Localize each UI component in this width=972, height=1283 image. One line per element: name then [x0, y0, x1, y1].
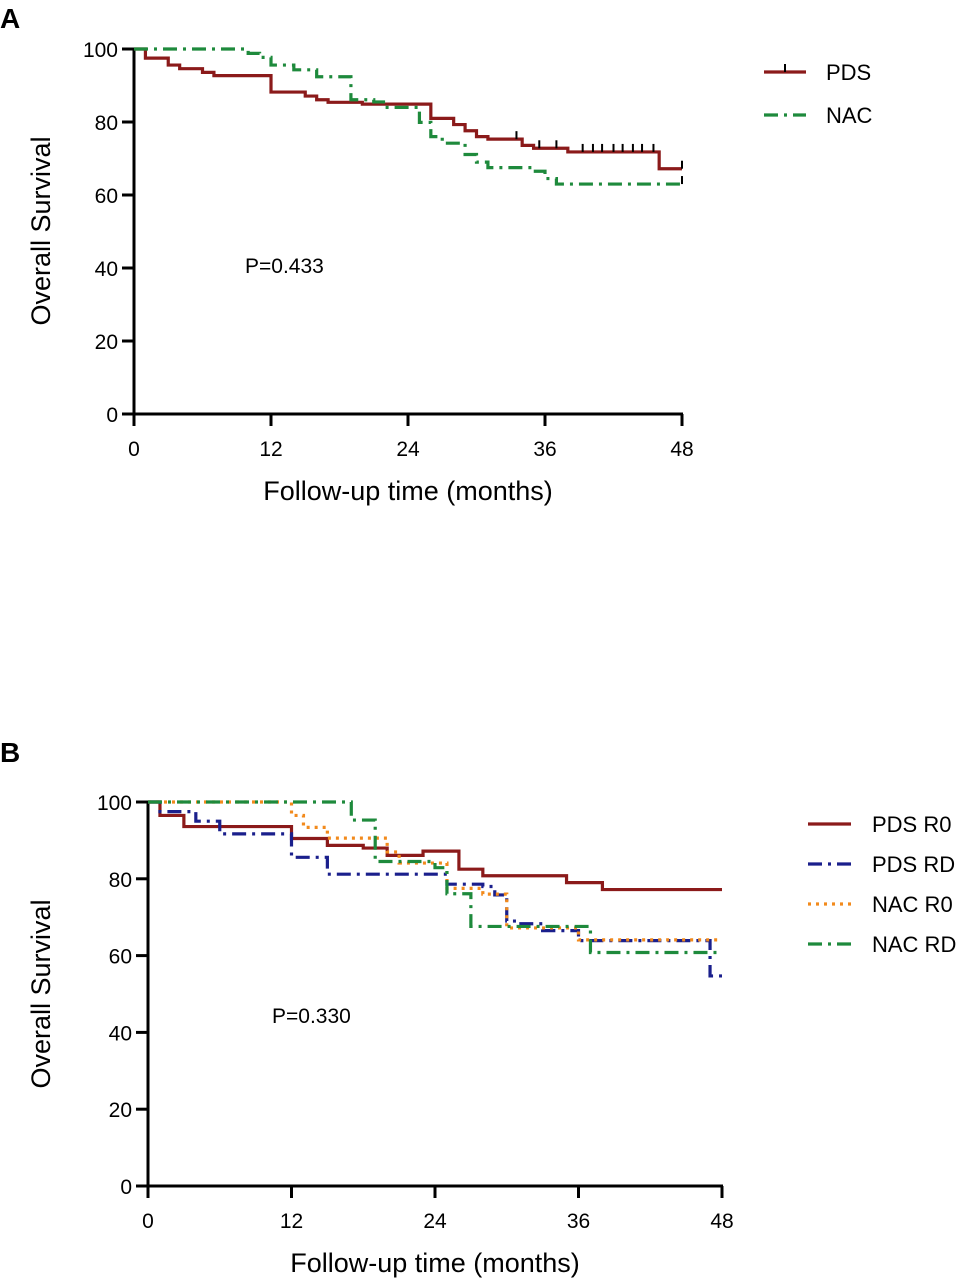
panel-b: B 0 20 40 60 80 100 0 12 24 36 48 Follow-up time (mo… [0, 737, 956, 1278]
y-axis-title: Overall Survival [26, 899, 56, 1088]
x-axis-title: Follow-up time (months) [290, 1248, 580, 1278]
legend-label-pds-rd: PDS RD [872, 852, 955, 877]
y-tick-label: 20 [109, 1099, 132, 1122]
series-line-pds-r0 [148, 800, 722, 892]
y-tick-label: 0 [106, 404, 118, 427]
panel-label: A [0, 3, 20, 34]
legend-label-nac-r0: NAC R0 [872, 892, 953, 917]
y-tick-label: 100 [83, 39, 118, 62]
y-tick-label: 60 [109, 946, 132, 969]
series-line-nac [134, 47, 682, 186]
y-tick-label: 100 [97, 792, 132, 815]
x-axis-title: Follow-up time (months) [263, 476, 553, 506]
y-tick-label: 40 [95, 258, 118, 281]
y-tick-label: 20 [95, 331, 118, 354]
x-tick-label: 24 [396, 438, 420, 461]
series-line-pds [134, 47, 682, 171]
x-tick-label: 0 [128, 438, 140, 461]
x-tick-label: 36 [533, 438, 556, 461]
x-tick-label: 36 [567, 1210, 590, 1233]
x-tick-label: 12 [259, 438, 282, 461]
x-tick-label: 24 [423, 1210, 447, 1233]
x-tick-label: 0 [142, 1210, 154, 1233]
y-tick-label: 80 [109, 869, 132, 892]
legend-label-pds-r0: PDS R0 [872, 812, 951, 837]
x-tick-label: 48 [670, 438, 693, 461]
p-value-annotation: P=0.330 [272, 1005, 351, 1028]
series-line-nac-rd [148, 800, 722, 955]
y-tick-label: 40 [109, 1022, 132, 1045]
legend-label-pds: PDS [826, 60, 871, 85]
y-tick-label: 80 [95, 112, 118, 135]
series-line-pds-rd [148, 800, 722, 978]
legend-label-nac-rd: NAC RD [872, 932, 956, 957]
x-tick-label: 12 [280, 1210, 303, 1233]
panel-label: B [0, 737, 20, 768]
y-tick-label: 0 [120, 1176, 132, 1199]
series-line-nac-r0 [148, 800, 722, 942]
p-value-annotation: P=0.433 [245, 255, 324, 278]
x-tick-label: 48 [710, 1210, 733, 1233]
panel-a: A 0 20 40 60 80 100 0 12 24 36 48 Follow-up time (mo… [0, 3, 873, 506]
y-tick-label: 60 [95, 185, 118, 208]
legend-label-nac: NAC [826, 103, 873, 128]
y-axis-title: Overall Survival [26, 136, 56, 325]
